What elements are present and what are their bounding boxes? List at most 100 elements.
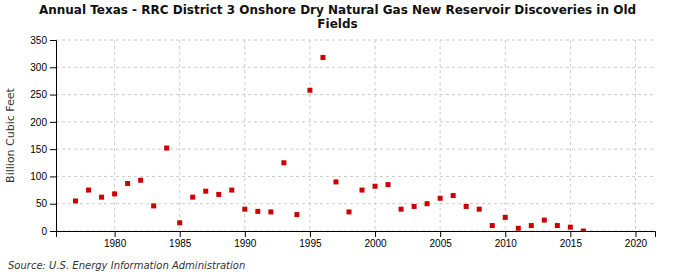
point	[503, 215, 508, 220]
tick: 2005	[430, 231, 453, 249]
plot-area: 1980 1985 1990 1995 2000 2005 2010 2015 2020 0 50 1…	[30, 35, 655, 249]
point	[346, 209, 351, 214]
point	[294, 212, 299, 217]
point	[477, 207, 482, 212]
tick-label: 300	[30, 62, 47, 73]
tick: 50	[36, 198, 56, 209]
chart: 1980 1985 1990 1995 2000 2005 2010 2015 2020 0 50 1…	[0, 0, 675, 275]
grid-line-x	[375, 40, 376, 231]
point	[99, 195, 104, 200]
point	[151, 203, 156, 208]
tick-mark	[50, 95, 56, 96]
tick: 0	[41, 226, 56, 237]
point	[138, 178, 143, 183]
tick: 250	[30, 89, 56, 100]
grid-line-x	[505, 40, 506, 231]
grid-line-y	[56, 121, 655, 122]
tick-label: 1990	[234, 238, 257, 249]
axis-line	[50, 41, 57, 232]
point	[581, 229, 586, 232]
point	[86, 188, 91, 193]
tick-label: 2020	[625, 238, 648, 249]
grid-line-y	[56, 149, 655, 150]
tick-label: 2015	[560, 238, 583, 249]
grid-line-y	[56, 94, 655, 95]
point	[555, 223, 560, 228]
grid-line-x	[114, 40, 115, 231]
tick: 2020	[625, 231, 648, 249]
point	[464, 204, 469, 209]
tick-label: 0	[41, 226, 47, 237]
y-axis-label: Billion Cubic Feet	[4, 87, 17, 182]
axis-line	[57, 232, 656, 238]
tick-label: 50	[36, 198, 48, 209]
tick: 200	[30, 117, 56, 128]
tick-mark	[440, 231, 441, 237]
tick-mark	[50, 204, 56, 205]
tick: 100	[30, 171, 56, 182]
tick: 2010	[495, 231, 518, 249]
tick-label: 1980	[104, 238, 127, 249]
tick-mark	[50, 40, 56, 41]
tick-mark	[375, 231, 376, 237]
tick-label: 2005	[430, 238, 453, 249]
grid-line-x	[309, 40, 310, 231]
grid	[56, 40, 655, 231]
point	[425, 201, 430, 206]
tick: 150	[30, 144, 56, 155]
points	[73, 55, 586, 231]
point	[177, 220, 182, 225]
tick-label: 1995	[299, 238, 322, 249]
grid-line-y	[56, 176, 655, 177]
tick: 1985	[169, 231, 192, 249]
title-line: Fields	[317, 17, 357, 31]
tick-label: 2010	[495, 238, 518, 249]
tick-mark	[310, 231, 311, 237]
point	[360, 188, 365, 193]
point	[333, 179, 338, 184]
point	[542, 218, 547, 223]
point	[399, 207, 404, 212]
point	[242, 207, 247, 212]
title-line: Annual Texas - RRC District 3 Onshore Dr…	[39, 3, 636, 17]
tick-mark	[50, 149, 56, 150]
point	[386, 182, 391, 187]
point	[164, 146, 169, 151]
point	[216, 192, 221, 197]
grid-line-x	[635, 40, 636, 231]
point	[568, 225, 573, 230]
point	[412, 204, 417, 209]
tick-mark	[245, 231, 246, 237]
tick-label: 200	[30, 117, 47, 128]
tick-mark	[50, 176, 56, 177]
tick-label: 150	[30, 144, 47, 155]
point	[451, 193, 456, 198]
point	[529, 223, 534, 228]
tick: 1990	[234, 231, 257, 249]
point	[268, 209, 273, 214]
tick-label: 100	[30, 171, 47, 182]
tick: 1980	[104, 231, 127, 249]
point	[73, 198, 78, 203]
source: Source: U.S. Energy Information Administ…	[8, 260, 245, 271]
tick-mark	[635, 231, 636, 237]
tick-label: 1985	[169, 238, 192, 249]
tick-mark	[180, 231, 181, 237]
tick-label: 350	[30, 35, 47, 46]
tick-mark	[50, 231, 56, 232]
x-axis: 1980 1985 1990 1995 2000 2005 2010 2015 2020	[57, 231, 656, 249]
point	[203, 189, 208, 194]
tick-label: 250	[30, 89, 47, 100]
tick: 1995	[299, 231, 322, 249]
point	[320, 55, 325, 60]
grid-line-y	[56, 203, 655, 204]
grid-line-x	[179, 40, 180, 231]
tick-label: 2000	[364, 238, 387, 249]
tick: 350	[30, 35, 56, 46]
point	[438, 196, 443, 201]
point	[229, 188, 234, 193]
grid-line-y	[56, 67, 655, 68]
tick-mark	[505, 231, 506, 237]
point	[516, 226, 521, 231]
tick: 2015	[560, 231, 583, 249]
